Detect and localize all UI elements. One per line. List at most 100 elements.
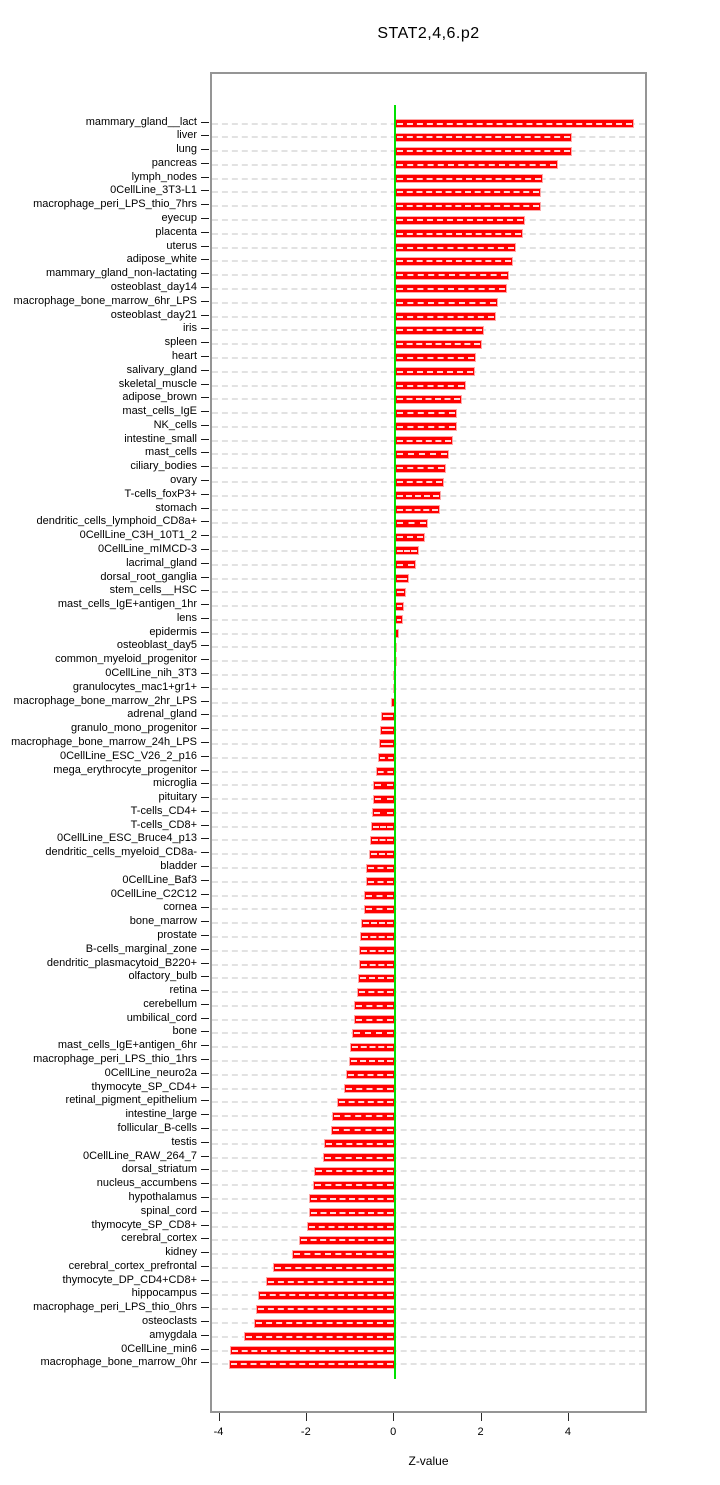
y-tick: [201, 741, 209, 743]
bar: [364, 891, 396, 901]
bar: [395, 119, 635, 128]
bar-hatch: [258, 1308, 394, 1311]
x-tick: [480, 1413, 482, 1421]
bar: [395, 353, 476, 363]
bar-hatch: [350, 1060, 394, 1062]
bar-hatch: [346, 1087, 394, 1090]
bar: [358, 960, 396, 969]
gridline: [212, 825, 645, 828]
y-tick: [201, 1128, 209, 1129]
y-tick: [201, 342, 209, 344]
gridline: [212, 1073, 645, 1076]
gridline: [212, 811, 645, 814]
bar: [365, 877, 396, 887]
y-tick: [201, 631, 209, 633]
gridline: [212, 1335, 645, 1338]
x-tick: [305, 1413, 307, 1421]
bar: [395, 574, 409, 583]
bar-hatch: [397, 453, 448, 456]
y-tick: [201, 990, 209, 992]
y-tick: [201, 369, 209, 371]
y-tick: [201, 149, 209, 151]
bar-hatch: [347, 1073, 394, 1076]
bar-hatch: [246, 1335, 394, 1338]
bar: [345, 1070, 396, 1080]
bar-hatch: [397, 315, 495, 318]
category-label: 0CellLine_Baf3: [122, 873, 197, 886]
bar: [357, 987, 396, 997]
bar: [395, 339, 483, 349]
bar-hatch: [232, 1349, 394, 1352]
bar: [395, 215, 526, 225]
chart-title: STAT2,4,6.p2: [377, 25, 480, 42]
bar: [229, 1359, 396, 1369]
bar-hatch: [315, 1170, 394, 1173]
bar: [395, 160, 559, 170]
bar-hatch: [397, 522, 426, 525]
y-tick: [201, 838, 209, 840]
bar-hatch: [397, 536, 424, 539]
gridline: [212, 1184, 645, 1187]
bar: [308, 1208, 396, 1218]
bar-hatch: [355, 1018, 394, 1021]
bar: [395, 601, 405, 611]
y-tick: [201, 907, 209, 909]
y-tick: [201, 934, 209, 936]
y-tick: [201, 507, 209, 509]
bar: [373, 780, 396, 790]
bar: [307, 1222, 396, 1231]
y-tick: [201, 273, 209, 275]
bar-hatch: [397, 205, 540, 208]
y-tick: [201, 411, 209, 412]
bar: [395, 394, 462, 404]
category-label: adipose_white: [126, 253, 197, 266]
gridline: [212, 715, 645, 718]
bar: [256, 1304, 396, 1314]
category-label: dorsal_striatum: [121, 1163, 197, 1176]
y-tick: [201, 645, 209, 647]
bar: [354, 1001, 396, 1011]
category-label: 0CellLine_ESC_Bruce4_p13: [56, 832, 197, 845]
gridline: [212, 963, 645, 966]
gridline: [212, 1156, 645, 1159]
gridline: [212, 687, 645, 690]
y-tick: [201, 548, 209, 550]
category-label: granulo_mono_progenitor: [71, 722, 197, 735]
category-label: ciliary_bodies: [130, 460, 197, 473]
bar-hatch: [356, 1004, 394, 1007]
bar-hatch: [375, 784, 394, 787]
category-label: 0CellLine_C3H_10T1_2: [79, 529, 197, 542]
bar: [395, 449, 450, 459]
y-tick: [201, 1100, 209, 1102]
bar: [368, 849, 396, 859]
category-label: intestine_large: [125, 1108, 197, 1121]
y-tick: [201, 1003, 209, 1005]
gridline: [212, 1101, 645, 1104]
bar: [395, 546, 419, 556]
category-label: stem_cells__HSC: [109, 584, 197, 597]
bar-hatch: [397, 287, 506, 290]
gridline: [212, 977, 645, 980]
gridline: [212, 1363, 645, 1366]
category-label: microglia: [152, 777, 197, 790]
plot-box: [210, 72, 647, 1413]
gridline: [212, 1170, 645, 1173]
y-tick: [201, 438, 209, 440]
gridline: [212, 1308, 645, 1311]
category-label: bone: [172, 1025, 197, 1038]
y-tick: [201, 604, 209, 605]
category-label: T-cells_CD8+: [130, 818, 197, 831]
bar: [395, 201, 542, 211]
bar-hatch: [325, 1142, 394, 1145]
bar-hatch: [301, 1239, 394, 1242]
y-tick: [201, 314, 209, 316]
bar-hatch: [380, 742, 394, 745]
bar-hatch: [397, 591, 404, 594]
y-tick: [201, 1252, 209, 1253]
bar: [395, 298, 499, 308]
category-label: intestine_small: [124, 432, 197, 445]
zero-line: [394, 105, 397, 1379]
x-tick-label: 2: [477, 1426, 484, 1438]
bar-hatch: [397, 136, 571, 139]
y-tick: [201, 328, 209, 330]
